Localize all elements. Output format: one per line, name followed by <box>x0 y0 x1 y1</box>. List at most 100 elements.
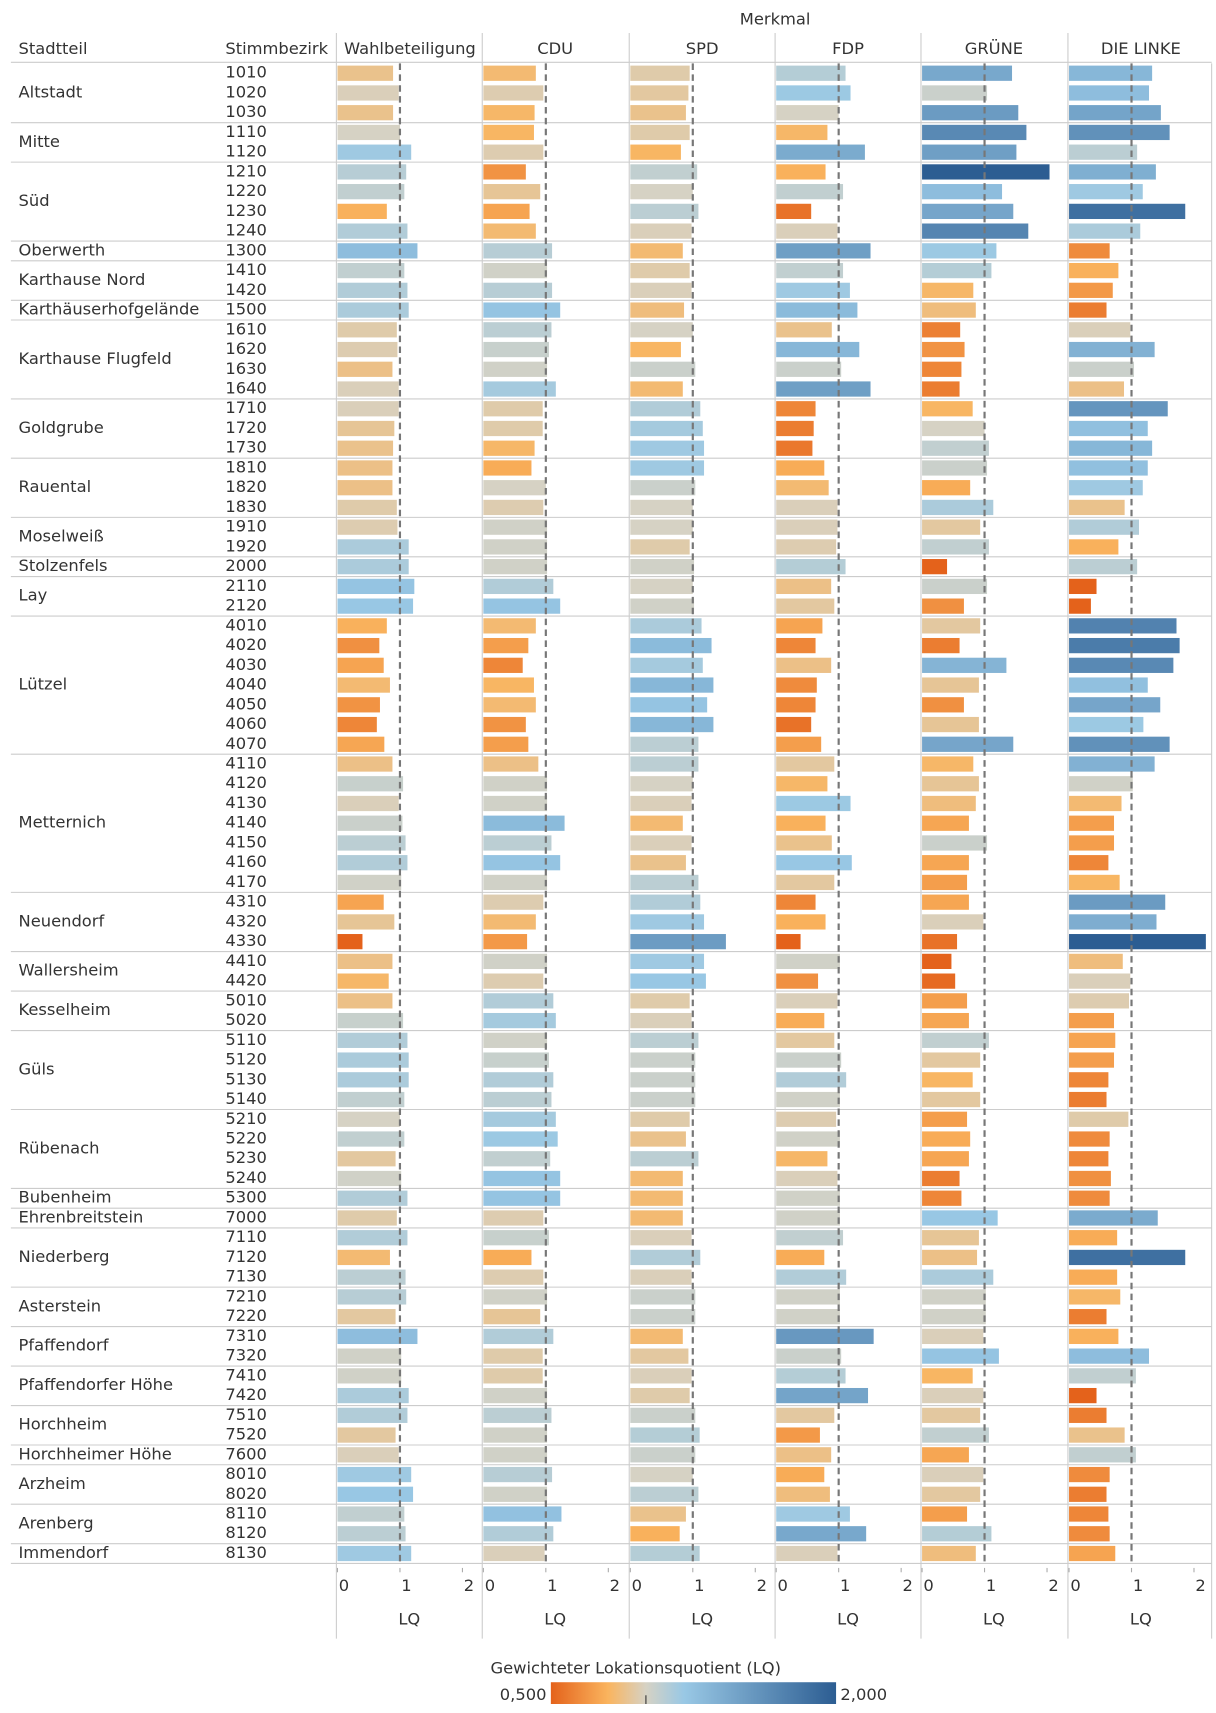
bar <box>1069 1526 1110 1542</box>
bar <box>337 1545 412 1562</box>
bar <box>922 559 948 575</box>
bar <box>922 381 960 397</box>
stimmbezirk-label: 7120 <box>225 1247 267 1266</box>
stimmbezirk-label: 4030 <box>225 655 267 674</box>
x-tick-label: 1 <box>547 1576 557 1595</box>
bar <box>337 105 394 121</box>
bar <box>483 1545 545 1562</box>
stimmbezirk-label: 5140 <box>225 1089 267 1108</box>
stadtteil-label: Pfaffendorfer Höhe <box>19 1375 174 1394</box>
bar <box>922 539 989 555</box>
bar <box>922 282 974 298</box>
bar <box>337 1210 397 1226</box>
bar <box>776 1249 825 1266</box>
bar <box>1069 1368 1136 1384</box>
bar <box>337 559 409 575</box>
bar <box>483 559 548 575</box>
stimmbezirk-label: 4320 <box>225 911 267 930</box>
bar <box>337 440 394 456</box>
bar <box>776 756 835 772</box>
panel-header: SPD <box>686 39 719 58</box>
bar <box>776 1289 840 1305</box>
bar <box>1069 1309 1107 1325</box>
x-tick-label: 1 <box>840 1576 850 1595</box>
bar <box>922 1348 999 1364</box>
bar <box>630 460 705 476</box>
bar <box>337 243 418 259</box>
stadtteil-label: Asterstein <box>19 1296 102 1315</box>
bar <box>483 855 561 871</box>
bar <box>337 322 397 338</box>
bar <box>483 144 544 160</box>
bar <box>776 1545 838 1562</box>
bar <box>337 361 393 377</box>
bar <box>1069 1190 1110 1206</box>
bar <box>337 1269 406 1285</box>
bar <box>630 223 692 239</box>
bar <box>922 1032 989 1048</box>
stimmbezirk-label: 7310 <box>225 1326 267 1345</box>
stadtteil-label: Süd <box>19 191 50 210</box>
bar <box>630 105 686 121</box>
panel-header: DIE LINKE <box>1101 39 1181 58</box>
bar <box>483 203 530 220</box>
bar <box>1069 1111 1129 1127</box>
bar <box>776 835 832 851</box>
bar <box>1069 420 1148 437</box>
bar <box>922 519 981 535</box>
bar <box>483 420 543 437</box>
bar <box>1069 1249 1186 1266</box>
stimmbezirk-label: 2120 <box>225 596 267 615</box>
bar <box>1069 1091 1107 1108</box>
bar <box>1069 815 1115 831</box>
stimmbezirk-label: 1110 <box>225 122 267 141</box>
bar <box>922 637 960 654</box>
bar <box>337 716 377 733</box>
bar <box>337 1368 402 1384</box>
stimmbezirk-label: 1640 <box>225 379 267 398</box>
bar <box>630 815 683 831</box>
bar <box>630 420 703 437</box>
bar <box>922 341 965 358</box>
stimmbezirk-label: 5240 <box>225 1168 267 1187</box>
stimmbezirk-label: 7130 <box>225 1267 267 1286</box>
bar <box>483 657 523 673</box>
bar <box>922 1309 986 1325</box>
stimmbezirk-label: 1820 <box>225 477 267 496</box>
bar <box>776 795 851 812</box>
bar <box>483 835 552 851</box>
bar <box>922 795 976 812</box>
bar <box>1069 144 1138 160</box>
bar <box>483 1210 544 1226</box>
bar <box>337 578 415 595</box>
bar <box>483 1328 554 1345</box>
stimmbezirk-label: 4330 <box>225 931 267 950</box>
bar <box>922 1506 968 1522</box>
bar <box>337 1230 408 1246</box>
bar <box>922 934 958 950</box>
stadtteil-label: Goldgrube <box>19 418 104 437</box>
bar <box>630 736 699 752</box>
bar <box>630 1210 683 1226</box>
bar <box>483 124 534 141</box>
bar <box>922 1190 962 1206</box>
bar <box>922 1545 976 1562</box>
bar <box>922 953 952 970</box>
bar <box>630 855 686 871</box>
bar <box>337 1111 400 1127</box>
bar <box>337 1486 414 1502</box>
bar <box>483 499 544 516</box>
bar <box>776 874 835 891</box>
bar <box>483 894 544 910</box>
bar <box>630 1151 699 1167</box>
bar <box>922 835 988 851</box>
bar <box>483 756 539 772</box>
stimmbezirk-label: 2110 <box>225 576 267 595</box>
bar <box>483 1427 548 1443</box>
bar <box>1069 519 1140 535</box>
bar <box>630 203 699 220</box>
bar <box>337 1309 396 1325</box>
bar <box>630 65 690 81</box>
stimmbezirk-label: 1020 <box>225 82 267 101</box>
bar <box>776 815 826 831</box>
